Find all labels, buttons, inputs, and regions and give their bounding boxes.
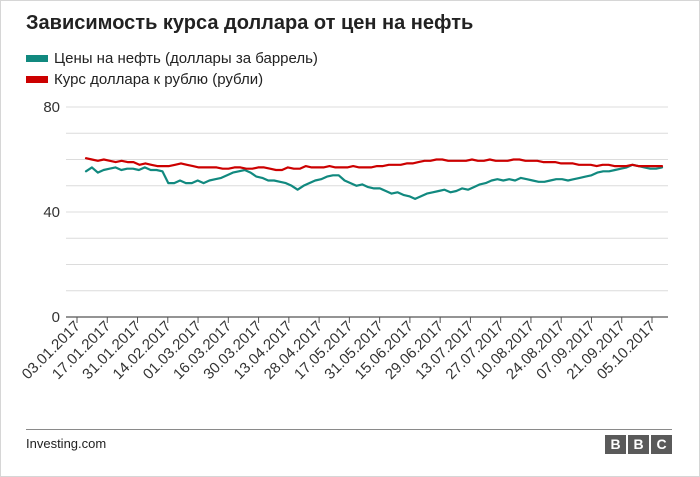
source-label: Investing.com bbox=[26, 436, 107, 451]
legend-item-oil: Цены на нефть (доллары за баррель) bbox=[26, 48, 318, 69]
legend-label-usd: Курс доллара к рублю (рубли) bbox=[54, 71, 264, 88]
y-tick-label: 80 bbox=[43, 99, 60, 116]
oil-price-line bbox=[84, 163, 664, 200]
bbc-logo-letter: B bbox=[605, 435, 626, 454]
chart-legend: Цены на нефть (доллары за баррель) Курс … bbox=[26, 48, 318, 90]
bbc-logo-letter: B bbox=[628, 435, 649, 454]
legend-swatch-oil bbox=[26, 55, 48, 62]
line-chart: 0408003.01.201717.01.201731.01.201714.02… bbox=[19, 99, 668, 383]
y-tick-label: 0 bbox=[52, 309, 60, 326]
bbc-logo-letter: C bbox=[651, 435, 672, 454]
legend-item-usd: Курс доллара к рублю (рубли) bbox=[26, 69, 318, 90]
usd-rub-line bbox=[84, 157, 664, 172]
legend-label-oil: Цены на нефть (доллары за баррель) bbox=[54, 50, 318, 67]
bbc-logo: B B C bbox=[605, 435, 672, 454]
footer-divider bbox=[26, 429, 672, 430]
y-tick-label: 40 bbox=[43, 204, 60, 221]
chart-title: Зависимость курса доллара от цен на нефт… bbox=[26, 12, 474, 34]
legend-swatch-usd bbox=[26, 76, 48, 83]
